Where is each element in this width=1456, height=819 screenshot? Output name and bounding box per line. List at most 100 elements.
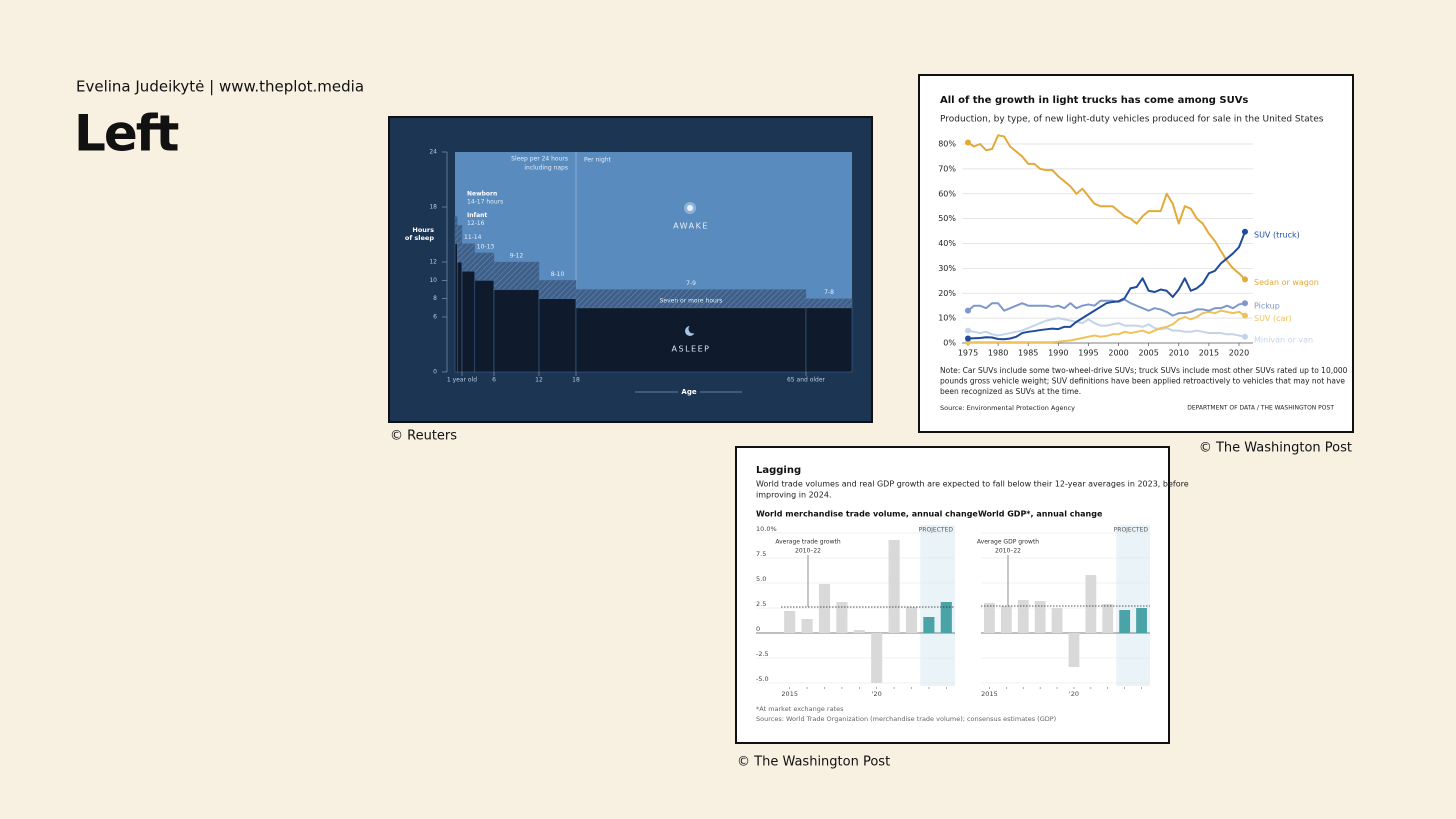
band-label: 7-8 (824, 289, 834, 296)
bar (1000, 606, 1012, 633)
y-tick-label: 7.5 (756, 550, 766, 558)
slide-title: Left (74, 105, 179, 163)
bar (1068, 633, 1080, 667)
average-label: 2010–22 (995, 548, 1021, 555)
note: pounds gross vehicle weight; SUV definit… (940, 377, 1345, 386)
chart-title: All of the growth in light trucks has co… (940, 95, 1248, 106)
average-label: Average trade growth (775, 539, 841, 546)
footnote: Sources: World Trade Organization (merch… (756, 715, 1056, 723)
author: Evelina Judeikytė | www.theplot.media (76, 78, 364, 96)
band-name: Newborn (467, 191, 497, 198)
band-label: 7-9 (686, 280, 696, 287)
x-tick-label: 2000 (1108, 349, 1128, 358)
bar (1017, 600, 1029, 633)
y-tick-label: 10.0% (756, 525, 777, 533)
bar (1051, 608, 1063, 633)
x-tick-label: 1995 (1078, 349, 1098, 358)
end-dot (1242, 228, 1248, 235)
series-line (967, 231, 1246, 341)
annotation: Seven or more hours (660, 298, 723, 305)
sleep-min (538, 298, 577, 373)
sun-icon (687, 205, 693, 211)
chart-title: World GDP*, annual change (978, 510, 1103, 519)
band-label: 10-13 (477, 243, 495, 250)
bar (818, 584, 831, 633)
x-tick-label: 1980 (988, 349, 1008, 358)
end-dot (965, 327, 971, 334)
bar (1102, 604, 1114, 633)
charts: Lagging World trade volumes and real GDP … (405, 95, 1348, 723)
y-tick-label: -5.0 (756, 675, 769, 683)
y-tick-label: -2.5 (756, 650, 769, 658)
panel-subtitle: improving in 2024. (756, 491, 832, 500)
end-dot (1242, 276, 1248, 283)
credit-line: DEPARTMENT OF DATA / THE WASHINGTON POST (1187, 405, 1334, 412)
series-label: SUV (car) (1254, 314, 1292, 323)
band-label: 9-12 (510, 253, 524, 260)
x-tick-label: 2020 (1229, 349, 1249, 358)
sleep-min (454, 243, 458, 373)
wapo-frame (918, 74, 1354, 433)
x-tick-label: 2015 (1199, 349, 1219, 358)
y-tick-label: 70% (938, 164, 956, 173)
band-name: Infant (467, 212, 487, 219)
end-dot (965, 139, 971, 146)
series-label: SUV (truck) (1254, 230, 1300, 239)
bar (984, 603, 995, 633)
x-tick-label: '20 (872, 690, 882, 698)
sleep-min (461, 270, 476, 373)
projected-label: PROJECTED (1114, 527, 1149, 534)
annotation: including naps (524, 165, 568, 172)
series-line (967, 317, 1246, 338)
bar (923, 617, 935, 633)
end-dot (1242, 300, 1248, 307)
y-axis-title: Hours (412, 226, 434, 234)
end-dot (965, 307, 971, 314)
sleep-range (457, 225, 463, 263)
y-axis-title: of sleep (405, 234, 434, 242)
credit: © The Washington Post (737, 755, 890, 770)
x-tick-label: '20 (1069, 690, 1079, 698)
bar (871, 633, 883, 683)
y-tick-label: 0% (943, 339, 956, 348)
average-label: 2010–22 (795, 548, 821, 555)
x-tick-label: 2015 (781, 690, 798, 698)
sleep-min (493, 289, 540, 373)
x-tick-label: 1975 (958, 349, 978, 358)
x-axis-title: Age (681, 388, 696, 396)
panel-title: Lagging (756, 465, 801, 476)
band-label: 11-14 (464, 234, 482, 241)
y-tick-label: 30% (938, 264, 956, 273)
y-tick-label: 50% (938, 214, 956, 223)
note: been recognized as SUVs at the time. (940, 387, 1081, 396)
sleep-range (461, 243, 476, 272)
projected-shade (1116, 525, 1150, 686)
sleep-min (457, 261, 463, 373)
average-label: Average GDP growth (977, 539, 1039, 546)
sleep-range (454, 215, 458, 244)
band-label: 12-16 (467, 220, 485, 227)
bar (905, 607, 918, 633)
panel-subtitle: World trade volumes and real GDP growth … (756, 480, 1189, 489)
y-tick-label: 5.0 (756, 575, 766, 583)
y-tick-label: 2.5 (756, 600, 766, 608)
y-tick-label: 0 (756, 625, 760, 633)
y-tick-label: 60% (938, 189, 956, 198)
bar (888, 540, 900, 633)
y-tick-label: 80% (938, 140, 956, 149)
note: Note: Car SUVs include some two-wheel-dr… (940, 366, 1348, 375)
series-line (968, 309, 1246, 344)
projected-label: PROJECTED (919, 527, 954, 534)
x-tick-label: 2010 (1169, 349, 1189, 358)
series-line (967, 298, 1246, 317)
sleep-min (805, 307, 853, 373)
y-tick-label: 10% (938, 314, 956, 323)
y-tick-label: 0 (433, 369, 437, 376)
bar (1136, 608, 1147, 633)
chart-subtitle: Production, by type, of new light-duty v… (940, 115, 1324, 125)
bar (801, 619, 813, 633)
x-tick-label: 2015 (981, 690, 998, 698)
x-tick-label: 1990 (1048, 349, 1068, 358)
sleep-range (538, 280, 577, 299)
